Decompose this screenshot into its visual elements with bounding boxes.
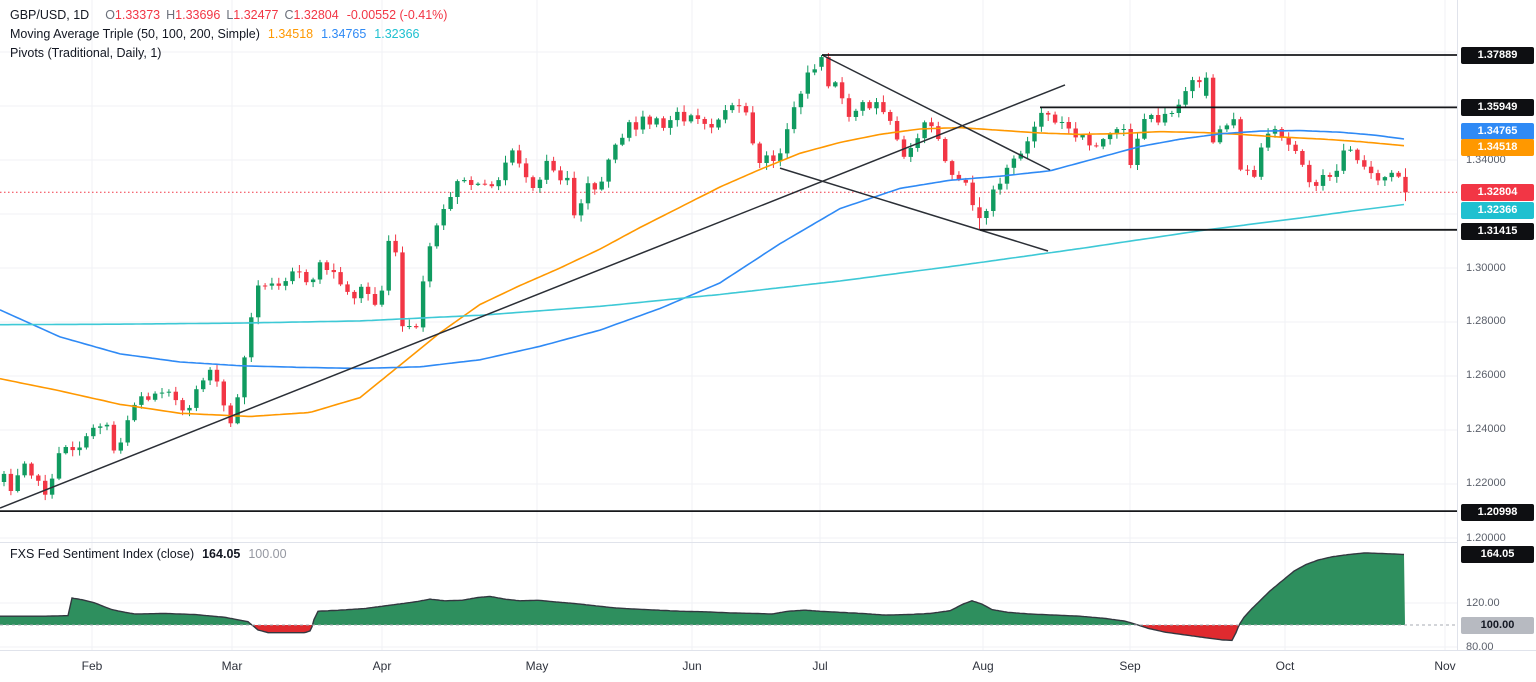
sentiment-indicator-title[interactable]: FXS Fed Sentiment Index (close) (10, 547, 195, 561)
price-badge: 1.34518 (1461, 138, 1534, 156)
price-tick: 1.28000 (1466, 315, 1506, 327)
price-tick: 1.22000 (1466, 477, 1506, 489)
pivots-legend-row[interactable]: Pivots (Traditional, Daily, 1) (10, 44, 447, 63)
ma50-value: 1.34518 (267, 27, 314, 41)
time-axis[interactable]: Feb Mar Apr May Jun Jul Aug Sep Oct Nov (0, 650, 1536, 682)
price-badge: 164.05 (1461, 545, 1534, 563)
ma200-value: 1.32366 (374, 27, 420, 41)
open-value: 1.33373 (114, 8, 161, 22)
month-label: May (525, 659, 549, 673)
price-badge: 1.35949 (1461, 98, 1534, 116)
price-tick: 1.30000 (1466, 262, 1506, 274)
price-badge: 1.32804 (1461, 183, 1534, 201)
chart-plot-area[interactable]: GBP/USD, 1D O1.33373 H1.33696 L1.32477 C1.32… (0, 0, 1457, 650)
close-value: 1.32804 (293, 8, 339, 22)
change-value: -0.00552 (-0.41%) (346, 8, 448, 22)
high-label: H (166, 8, 176, 22)
close-label: C (284, 8, 294, 22)
price-tick: 1.24000 (1466, 423, 1506, 435)
legend-layer: GBP/USD, 1D O1.33373 H1.33696 L1.32477 C1.32… (10, 6, 447, 63)
candlestick-chart[interactable] (0, 0, 1457, 650)
sentiment-baseline-value: 100.00 (248, 547, 287, 561)
sentiment-legend-row[interactable]: FXS Fed Sentiment Index (close) 164.05 100… (10, 547, 287, 561)
high-value: 1.33696 (175, 8, 221, 22)
month-label: Mar (221, 659, 243, 673)
sentiment-value: 164.05 (202, 547, 241, 561)
ma-indicator-title[interactable]: Moving Average Triple (50, 100, 200, Sim… (10, 27, 260, 41)
price-badge: 1.31415 (1461, 222, 1534, 240)
month-label: Oct (1275, 659, 1295, 673)
price-badge: 1.37889 (1461, 46, 1534, 64)
price-badge: 100.00 (1461, 616, 1534, 634)
low-label: L (226, 8, 234, 22)
pivots-indicator-title[interactable]: Pivots (Traditional, Daily, 1) (10, 46, 162, 60)
month-label: Jun (682, 659, 702, 673)
pane-divider[interactable] (0, 542, 1536, 543)
low-value: 1.32477 (233, 8, 279, 22)
month-label: Jul (812, 659, 828, 673)
month-label: Apr (372, 659, 392, 673)
ma100-value: 1.34765 (321, 27, 367, 41)
price-tick: 1.26000 (1466, 369, 1506, 381)
ma-legend-row[interactable]: Moving Average Triple (50, 100, 200, Sim… (10, 25, 447, 44)
symbol-legend-row[interactable]: GBP/USD, 1D O1.33373 H1.33696 L1.32477 C1.32… (10, 6, 447, 25)
price-badge: 1.34765 (1461, 122, 1534, 140)
month-label: Sep (1119, 659, 1141, 673)
price-tick: 120.00 (1466, 597, 1500, 609)
symbol-title[interactable]: GBP/USD, 1D (10, 8, 90, 22)
month-label: Aug (972, 659, 994, 673)
price-badge: 1.20998 (1461, 503, 1534, 521)
price-tick: 1.20000 (1466, 532, 1506, 544)
month-label: Nov (1434, 659, 1456, 673)
open-label: O (105, 8, 115, 22)
price-badge: 1.32366 (1461, 201, 1534, 219)
month-label: Feb (81, 659, 103, 673)
price-tick: 1.34000 (1466, 154, 1506, 166)
price-axis[interactable]: 1.34000 1.30000 1.28000 1.26000 1.24000 1.220… (1457, 0, 1536, 653)
